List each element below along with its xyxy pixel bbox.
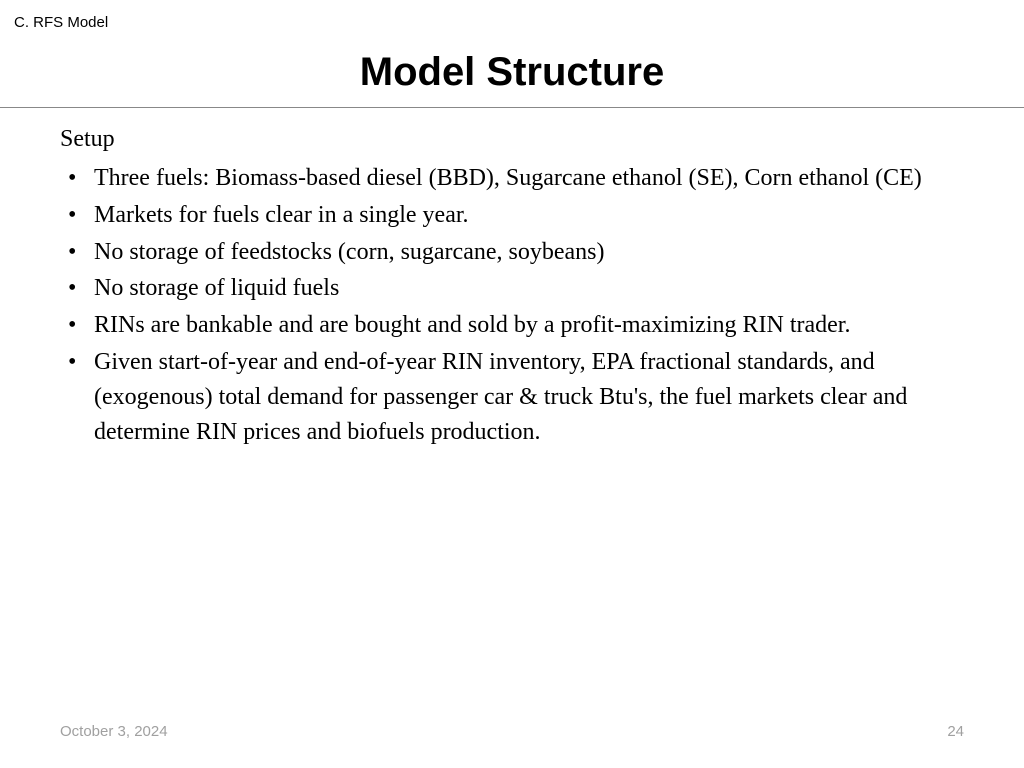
slide-footer: October 3, 2024 24 xyxy=(0,723,1024,740)
bullet-list: Three fuels: Biomass-based diesel (BBD),… xyxy=(60,161,964,449)
footer-date: October 3, 2024 xyxy=(60,723,168,740)
list-item: No storage of liquid fuels xyxy=(94,271,964,306)
section-label: C. RFS Model xyxy=(14,14,108,31)
setup-heading: Setup xyxy=(60,126,964,153)
list-item: Three fuels: Biomass-based diesel (BBD),… xyxy=(94,161,964,196)
list-item: Markets for fuels clear in a single year… xyxy=(94,198,964,233)
list-item: RINs are bankable and are bought and sol… xyxy=(94,308,964,343)
content-area: Setup Three fuels: Biomass-based diesel … xyxy=(0,108,1024,449)
list-item: No storage of feedstocks (corn, sugarcan… xyxy=(94,235,964,270)
page-title: Model Structure xyxy=(0,0,1024,107)
footer-page-number: 24 xyxy=(947,723,964,740)
list-item: Given start-of-year and end-of-year RIN … xyxy=(94,345,964,449)
